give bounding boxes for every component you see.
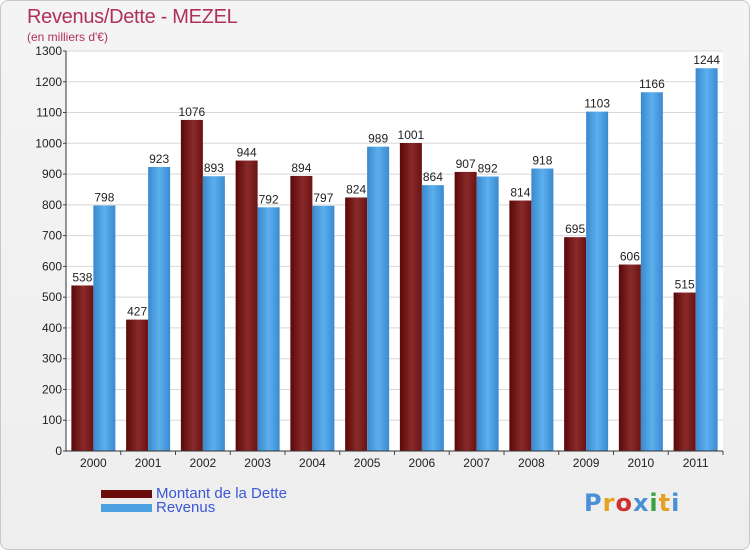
logo-letter: o: [615, 489, 633, 517]
x-tick-label-2007: 2007: [463, 456, 490, 470]
x-tick-label-2000: 2000: [80, 456, 107, 470]
data-label-revenus-2002: 893: [204, 161, 224, 175]
y-tick-label: 100: [42, 413, 62, 427]
data-label-dette-2000: 538: [72, 270, 92, 284]
logo-letter: x: [632, 489, 650, 517]
data-label-revenus-2010: 1166: [639, 77, 665, 91]
bar-revenus-2000: [93, 205, 116, 451]
logo-letter: i: [649, 489, 659, 517]
y-tick-label: 900: [42, 167, 62, 181]
bar-revenus-2004: [312, 205, 335, 451]
bar-revenus-2006: [421, 185, 444, 451]
data-label-dette-2001: 427: [127, 305, 147, 319]
data-label-dette-2005: 824: [346, 182, 366, 196]
data-label-dette-2009: 695: [565, 222, 585, 236]
proxiti-logo: Proxiti: [584, 489, 680, 517]
x-tick-label-2002: 2002: [190, 456, 217, 470]
bar-revenus-2008: [531, 168, 554, 452]
x-tick-label-2005: 2005: [354, 456, 381, 470]
x-tick-label-2009: 2009: [573, 456, 600, 470]
x-tick-label-2001: 2001: [135, 456, 162, 470]
bar-dette-2001: [126, 319, 149, 451]
y-tick-label: 1200: [35, 75, 62, 89]
bar-dette-2009: [564, 237, 587, 451]
data-label-dette-2010: 606: [620, 250, 640, 264]
bar-revenus-2010: [640, 92, 663, 451]
data-label-revenus-2001: 923: [149, 152, 169, 166]
legend-label-dette: Montant de la Dette: [156, 485, 287, 502]
bar-dette-2008: [509, 200, 532, 451]
y-tick-label: 500: [42, 290, 62, 304]
legend-label-revenus: Revenus: [156, 499, 216, 516]
x-tick-label-2008: 2008: [518, 456, 545, 470]
legend-swatch-dette: [101, 490, 152, 498]
data-label-dette-2007: 907: [456, 157, 476, 171]
data-label-dette-2003: 944: [237, 146, 257, 160]
bar-dette-2005: [345, 197, 368, 451]
y-tick-label: 0: [55, 444, 62, 458]
y-tick-label: 400: [42, 321, 62, 335]
data-label-dette-2004: 894: [291, 161, 311, 175]
data-label-revenus-2011: 1244: [693, 53, 720, 67]
data-label-revenus-2006: 864: [423, 170, 443, 184]
x-tick-label-2011: 2011: [683, 456, 709, 470]
bar-dette-2011: [673, 292, 696, 451]
y-tick-label: 1000: [35, 136, 62, 150]
y-tick-label: 300: [42, 352, 62, 366]
data-label-dette-2011: 515: [675, 278, 695, 292]
y-tick-label: 700: [42, 229, 62, 243]
bar-dette-2006: [399, 143, 422, 451]
logo-letter: r: [602, 489, 616, 517]
bar-revenus-2001: [148, 167, 171, 451]
chart-subtitle: (en milliers d'€): [27, 30, 108, 44]
chart-title: Revenus/Dette - MEZEL: [27, 6, 238, 28]
bar-dette-2004: [290, 175, 313, 451]
y-tick-label: 200: [42, 382, 62, 396]
data-label-revenus-2009: 1103: [584, 97, 610, 111]
data-label-revenus-2007: 892: [478, 162, 498, 176]
bar-revenus-2009: [586, 111, 609, 451]
y-tick-label: 1300: [35, 44, 62, 58]
logo-letter: i: [671, 489, 681, 517]
bar-dette-2000: [71, 285, 94, 451]
bar-revenus-2011: [695, 68, 718, 451]
bar-dette-2003: [235, 160, 258, 452]
x-tick-label-2006: 2006: [409, 456, 436, 470]
data-label-dette-2002: 1076: [179, 105, 206, 119]
y-tick-label: 1100: [36, 106, 62, 120]
data-label-dette-2008: 814: [510, 186, 530, 200]
x-tick-label-2010: 2010: [628, 456, 655, 470]
logo-letter: t: [658, 489, 672, 517]
y-tick-label: 800: [42, 198, 62, 212]
bar-revenus-2005: [367, 146, 390, 451]
x-tick-label-2003: 2003: [244, 456, 271, 470]
bar-revenus-2002: [202, 176, 225, 451]
data-label-dette-2006: 1001: [398, 128, 425, 142]
legend-swatch-revenus: [101, 504, 152, 512]
bar-revenus-2007: [476, 176, 499, 452]
data-label-revenus-2000: 798: [94, 190, 114, 204]
x-tick-label-2004: 2004: [299, 456, 326, 470]
bar-revenus-2003: [257, 207, 280, 451]
data-label-revenus-2005: 989: [368, 132, 388, 146]
bar-dette-2010: [618, 264, 641, 451]
y-tick-label: 600: [42, 259, 62, 273]
bar-dette-2007: [454, 171, 477, 451]
data-label-revenus-2004: 797: [313, 191, 333, 205]
plot-area: [66, 51, 723, 451]
data-label-revenus-2003: 792: [259, 192, 279, 206]
logo-letter: P: [584, 489, 603, 517]
data-label-revenus-2008: 918: [532, 154, 552, 168]
bar-dette-2002: [180, 119, 203, 451]
